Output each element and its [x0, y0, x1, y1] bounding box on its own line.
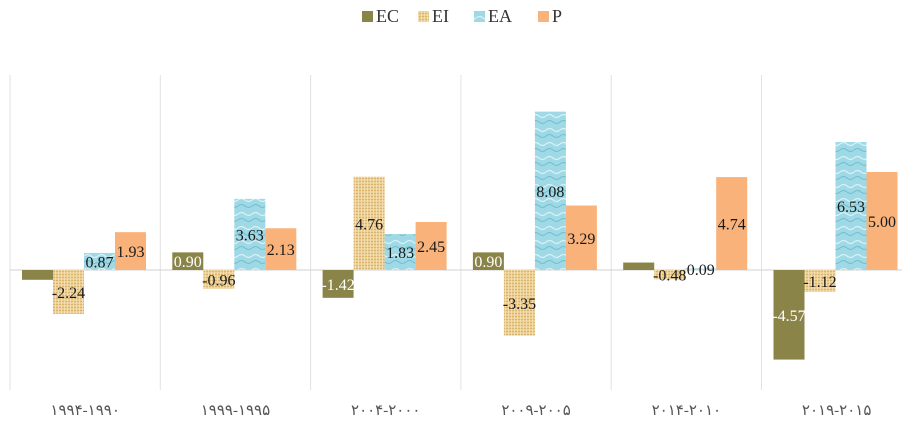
data-label: 0.90	[474, 254, 502, 271]
data-label: 0.90	[174, 254, 202, 271]
legend-label-ei: EI	[432, 6, 449, 26]
data-label: -4.57	[772, 308, 805, 325]
x-tick-label: ۲۰۰۹-۲۰۰۵	[501, 403, 570, 419]
bar-ea	[84, 252, 115, 270]
data-label: -0.96	[202, 272, 235, 289]
legend-swatch-ei	[418, 11, 429, 22]
data-label: 5.00	[868, 214, 896, 231]
bar-p	[265, 228, 297, 270]
bar-ec	[623, 262, 655, 270]
bar-ei	[804, 270, 836, 292]
bar-p	[565, 205, 597, 270]
bar-ei	[53, 270, 84, 314]
bar-p	[866, 172, 898, 270]
bar-ea	[685, 268, 717, 270]
bar-ei	[353, 176, 385, 270]
legend-label-p: P	[552, 6, 562, 26]
legend: EC EI EA P	[362, 6, 562, 26]
bar-ea	[835, 142, 867, 270]
x-tick-labels: ۱۹۹۴-۱۹۹۰ ۱۹۹۹-۱۹۹۵ ۲۰۰۴-۲۰۰۰ ۲۰۰۹-۲۰۰۵ ۲۰۱۴…	[50, 403, 871, 419]
data-label: -1.12	[803, 274, 836, 291]
bar-ea	[384, 234, 416, 270]
data-label: -2.24	[52, 285, 85, 302]
data-label: -3.35	[503, 296, 536, 313]
bar-p	[415, 221, 447, 270]
x-tick-label: ۲۰۰۴-۲۰۰۰	[351, 403, 420, 419]
data-label: 2.45	[417, 239, 445, 256]
data-label: 6.53	[837, 199, 865, 216]
data-label: -1.42	[321, 277, 354, 294]
bar-ea	[534, 111, 566, 271]
bar-ea	[234, 198, 266, 270]
data-labels: -2.240.871.930.90-0.963.632.13-1.424.761…	[52, 184, 896, 325]
legend-swatch-ea	[474, 11, 485, 22]
data-label: 0.09	[687, 262, 715, 279]
bar-ei	[503, 270, 535, 336]
bars	[22, 111, 898, 360]
data-label: 8.08	[536, 184, 564, 201]
legend-label-ec: EC	[376, 6, 399, 26]
data-label: 2.13	[267, 242, 295, 259]
legend-label-ea: EA	[488, 6, 512, 26]
bar-ei	[203, 270, 235, 289]
data-label: 1.83	[386, 245, 414, 262]
bar-ec	[172, 252, 204, 270]
category-separators	[9, 75, 762, 390]
data-label: 3.29	[567, 231, 595, 248]
data-label: -0.48	[653, 268, 686, 285]
data-label: 3.63	[236, 227, 264, 244]
data-label: 1.93	[117, 244, 145, 261]
bar-ec	[773, 270, 805, 360]
data-label: 4.76	[355, 216, 383, 233]
data-label: 0.87	[86, 254, 114, 271]
legend-swatch-p	[538, 11, 549, 22]
bar-ec	[22, 270, 53, 280]
x-tick-label: ۱۹۹۹-۱۹۹۵	[201, 403, 270, 419]
bar-ec	[322, 270, 354, 298]
x-tick-label: ۱۹۹۴-۱۹۹۰	[50, 403, 119, 419]
legend-swatch-ec	[362, 11, 373, 22]
x-tick-label: ۲۰۱۹-۲۰۱۵	[802, 403, 871, 419]
bar-ei	[654, 270, 686, 280]
data-label: 4.74	[718, 217, 746, 234]
x-tick-label: ۲۰۱۴-۲۰۱۰	[652, 403, 721, 419]
bar-p	[115, 232, 146, 270]
bar-p	[716, 177, 748, 270]
bar-ec	[472, 252, 504, 270]
